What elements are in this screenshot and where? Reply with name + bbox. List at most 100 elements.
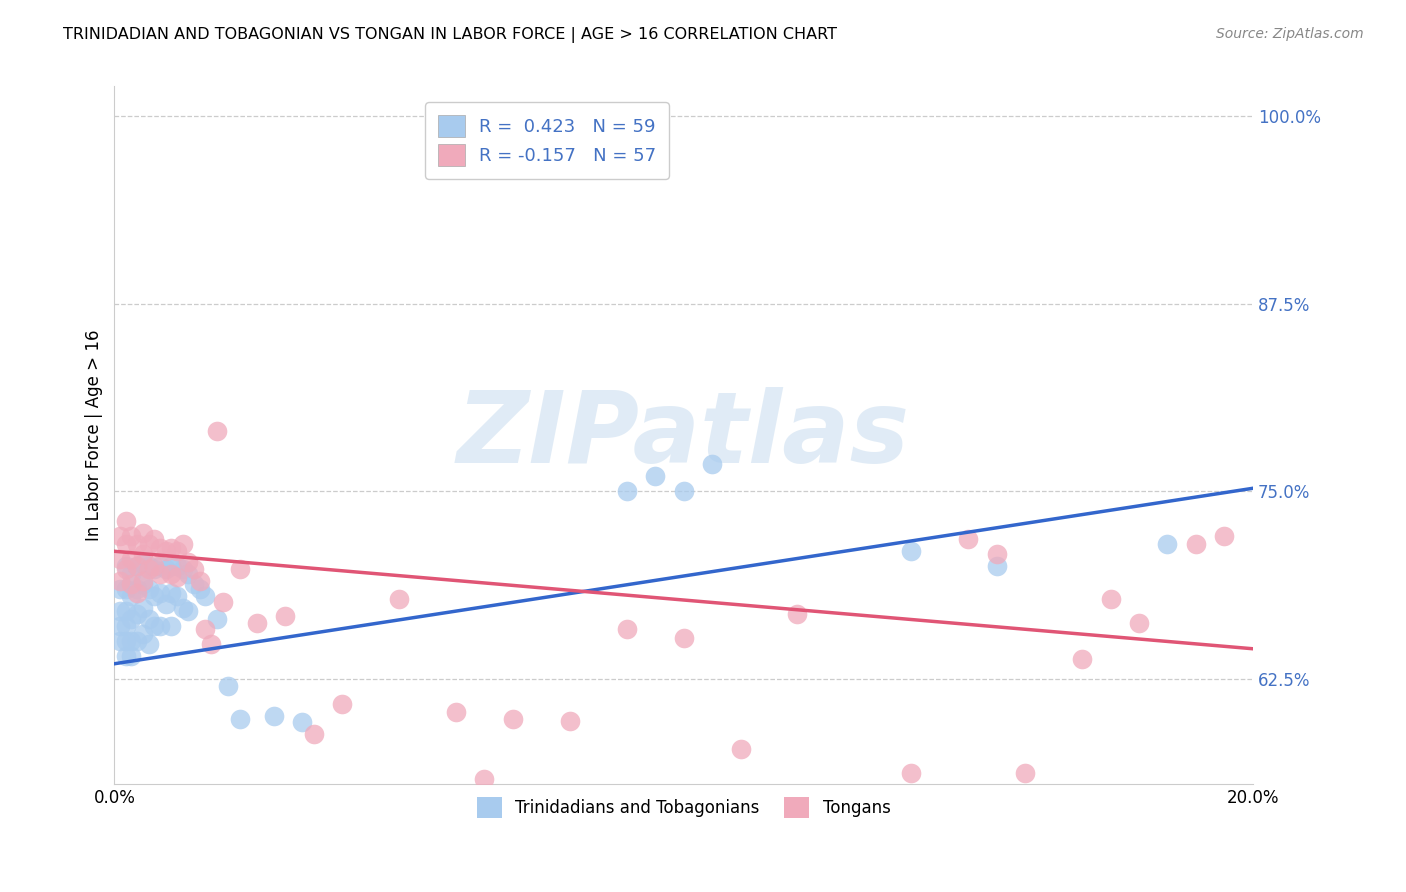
Point (149, 559, 172, 574)
Point (160, 619, 183, 633)
Point (672, 632, 695, 646)
Point (205, 612, 228, 626)
Point (108, 634, 131, 648)
Point (200, 637, 222, 651)
Legend: Trinidadians and Tobagonians, Tongans: Trinidadians and Tobagonians, Tongans (470, 790, 897, 824)
Point (143, 589, 166, 603)
Point (644, 469, 666, 483)
Point (121, 589, 143, 603)
Point (1128, 616, 1150, 631)
Point (616, 484, 638, 499)
Point (786, 607, 808, 622)
Point (143, 562, 166, 576)
Point (474, 772, 496, 787)
Point (138, 537, 160, 551)
Point (114, 604, 136, 618)
Point (205, 425, 228, 439)
Point (177, 566, 200, 581)
Point (302, 727, 325, 741)
Point (1185, 537, 1208, 551)
Point (121, 634, 143, 648)
Point (127, 634, 149, 648)
Point (183, 577, 205, 591)
Point (108, 574, 131, 589)
Point (177, 604, 200, 618)
Point (114, 559, 136, 574)
Point (143, 619, 166, 633)
Point (228, 562, 250, 576)
Point (127, 607, 149, 622)
Point (149, 586, 172, 600)
Point (194, 589, 217, 603)
Point (160, 586, 183, 600)
Point (121, 649, 143, 664)
Y-axis label: In Labor Force | Age > 16: In Labor Force | Age > 16 (86, 329, 103, 541)
Point (330, 698, 353, 712)
Point (172, 562, 194, 576)
Point (616, 622, 638, 636)
Point (177, 555, 200, 569)
Point (1099, 592, 1122, 607)
Point (108, 604, 131, 618)
Point (108, 619, 131, 633)
Point (127, 582, 149, 596)
Point (155, 562, 177, 576)
Point (127, 537, 149, 551)
Point (1156, 537, 1178, 551)
Point (114, 619, 136, 633)
Point (132, 547, 155, 561)
Point (160, 566, 183, 581)
Point (166, 589, 188, 603)
Text: ZIPatlas: ZIPatlas (457, 386, 910, 483)
Point (114, 537, 136, 551)
Point (121, 551, 143, 566)
Point (138, 637, 160, 651)
Point (127, 559, 149, 574)
Point (188, 574, 211, 589)
Point (143, 559, 166, 574)
Point (149, 619, 172, 633)
Point (263, 709, 285, 723)
Point (132, 574, 155, 589)
Point (121, 529, 143, 543)
Point (155, 597, 177, 611)
Point (228, 712, 250, 726)
Point (160, 541, 183, 556)
Point (172, 601, 194, 615)
Point (1213, 529, 1236, 543)
Point (166, 544, 188, 558)
Point (986, 559, 1008, 574)
Point (155, 544, 177, 558)
Point (143, 533, 166, 547)
Point (211, 595, 233, 609)
Point (121, 566, 143, 581)
Point (121, 612, 143, 626)
Point (149, 566, 172, 581)
Point (730, 742, 752, 756)
Point (114, 649, 136, 664)
Point (138, 582, 160, 596)
Point (1014, 766, 1036, 780)
Point (132, 626, 155, 640)
Point (114, 634, 136, 648)
Point (900, 544, 922, 558)
Point (108, 551, 131, 566)
Point (388, 592, 411, 607)
Point (194, 622, 217, 636)
Point (986, 547, 1008, 561)
Point (274, 608, 297, 623)
Point (700, 458, 723, 472)
Point (900, 766, 922, 780)
Point (172, 537, 194, 551)
Point (132, 526, 155, 541)
Point (108, 529, 131, 543)
Point (246, 616, 269, 631)
Point (183, 562, 205, 576)
Point (114, 582, 136, 596)
Point (138, 612, 160, 626)
Point (502, 712, 524, 726)
Point (672, 484, 695, 499)
Point (166, 570, 188, 584)
Point (127, 586, 149, 600)
Point (108, 582, 131, 596)
